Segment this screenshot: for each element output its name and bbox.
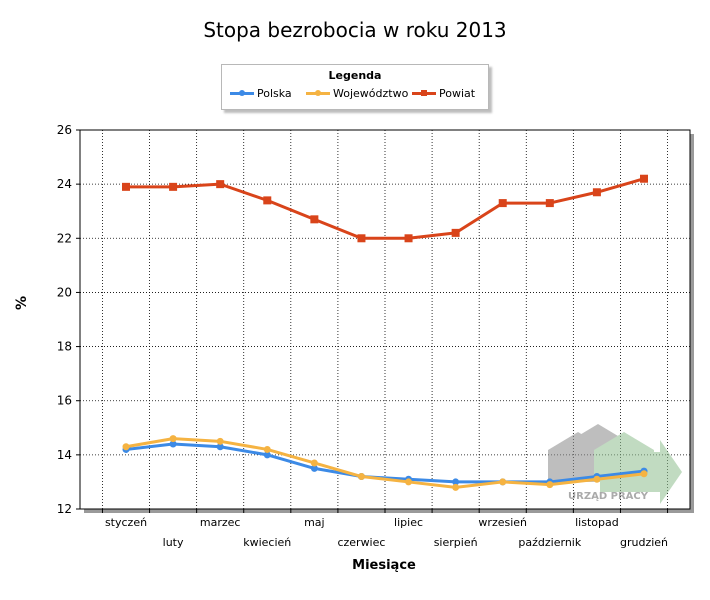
y-tick-label: 22 bbox=[57, 231, 72, 245]
watermark-logo: URZĄD PRACY bbox=[548, 424, 682, 504]
point-województwo bbox=[499, 478, 507, 486]
point-polska bbox=[452, 478, 460, 486]
point-województwo bbox=[546, 481, 554, 489]
legend-item-powiat: Powiat bbox=[412, 87, 475, 100]
y-tick-label: 16 bbox=[57, 394, 72, 408]
point-polska bbox=[310, 464, 318, 472]
x-tick-label: listopad bbox=[575, 516, 619, 529]
y-tick-label: 26 bbox=[57, 123, 72, 137]
legend-label-wojewodztwo: Województwo bbox=[333, 87, 409, 100]
point-powiat bbox=[122, 182, 130, 191]
legend-item-polska: Polska bbox=[230, 87, 292, 100]
legend-title: Legenda bbox=[328, 69, 382, 82]
x-tick-label: grudzień bbox=[620, 536, 668, 549]
point-województwo bbox=[169, 435, 177, 443]
y-tick-label: 18 bbox=[57, 340, 72, 354]
point-powiat bbox=[263, 196, 272, 205]
x-axis-label: Miesiące bbox=[352, 558, 416, 573]
y-tick-label: 24 bbox=[57, 177, 72, 191]
y-tick-label: 20 bbox=[57, 285, 72, 299]
point-powiat bbox=[216, 180, 225, 189]
x-tick-label: lipiec bbox=[394, 516, 423, 529]
series-line-województwo bbox=[125, 437, 645, 489]
chart-title: Stopa bezrobocia w roku 2013 bbox=[203, 18, 507, 42]
y-tick-label: 12 bbox=[57, 502, 72, 516]
point-powiat bbox=[592, 188, 601, 197]
x-tick-label: wrzesień bbox=[478, 516, 527, 529]
point-powiat bbox=[310, 215, 319, 224]
legend-swatch-wojewodztwo bbox=[306, 90, 330, 96]
x-tick-label: luty bbox=[163, 536, 184, 549]
point-województwo bbox=[640, 470, 648, 478]
point-województwo bbox=[593, 475, 601, 483]
legend-swatch-powiat bbox=[412, 90, 436, 96]
legend-label-polska: Polska bbox=[257, 87, 292, 100]
point-województwo bbox=[310, 459, 318, 467]
point-polska bbox=[169, 440, 177, 448]
series-line-powiat bbox=[126, 177, 645, 240]
x-tick-label: styczeń bbox=[105, 516, 147, 529]
x-tick-label: marzec bbox=[200, 516, 241, 529]
point-województwo bbox=[263, 445, 271, 453]
point-powiat bbox=[640, 174, 648, 183]
point-powiat bbox=[404, 234, 413, 243]
legend-label-powiat: Powiat bbox=[439, 87, 476, 100]
point-województwo bbox=[357, 473, 365, 481]
point-województwo bbox=[216, 437, 224, 445]
point-województwo bbox=[122, 443, 130, 451]
watermark-text: URZĄD PRACY bbox=[568, 491, 649, 502]
point-powiat bbox=[498, 199, 507, 208]
point-województwo bbox=[405, 478, 413, 486]
y-axis-label: % bbox=[14, 295, 30, 310]
x-tick-label: październik bbox=[518, 536, 581, 549]
point-powiat bbox=[451, 228, 460, 237]
x-tick-label: kwiecień bbox=[243, 536, 291, 549]
point-powiat bbox=[545, 199, 554, 208]
y-tick-label: 14 bbox=[57, 448, 72, 462]
point-powiat bbox=[169, 182, 178, 191]
x-tick-label: czerwiec bbox=[337, 536, 385, 549]
point-polska bbox=[216, 443, 224, 451]
legend: Legenda Polska Województwo Powiat bbox=[221, 64, 489, 110]
legend-swatch-polska bbox=[230, 90, 254, 96]
x-tick-label: sierpień bbox=[434, 536, 478, 549]
point-polska bbox=[263, 451, 271, 459]
point-województwo bbox=[452, 483, 460, 491]
x-tick-label: maj bbox=[304, 516, 325, 529]
point-powiat bbox=[357, 234, 366, 243]
legend-item-wojewodztwo: Województwo bbox=[306, 87, 408, 100]
